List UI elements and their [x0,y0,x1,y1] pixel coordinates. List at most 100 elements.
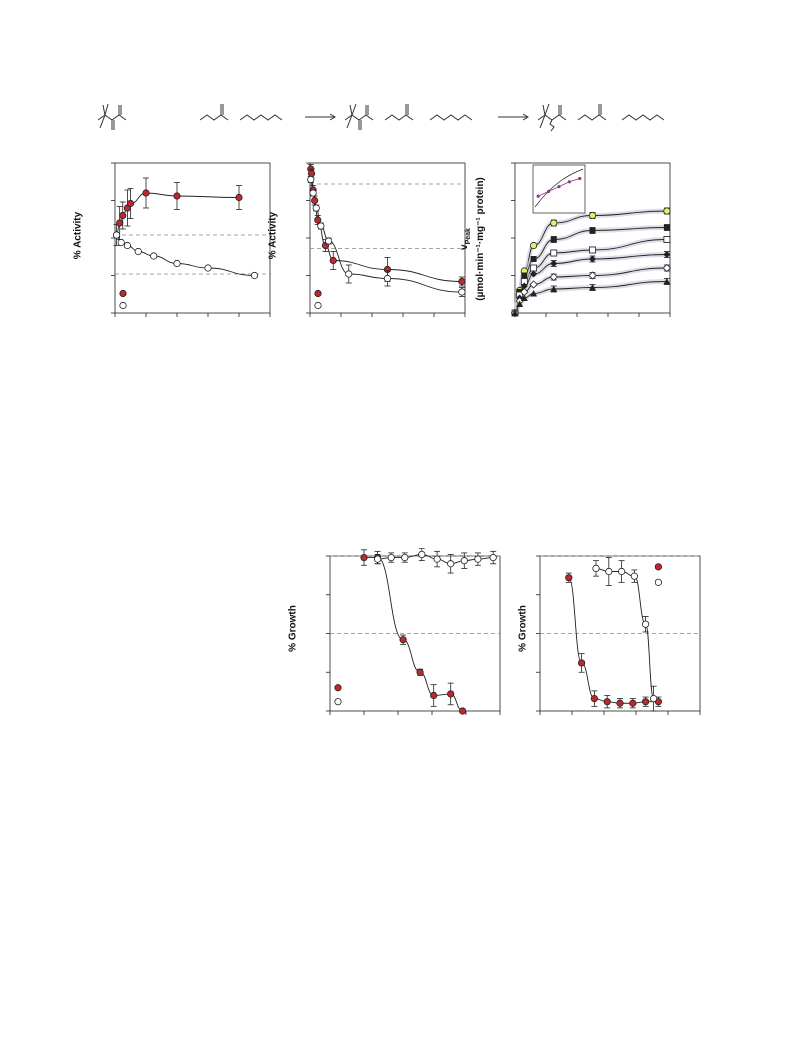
data-point [418,550,426,559]
chart-p2 [306,162,466,317]
series-group [565,572,662,709]
data-point [642,698,650,706]
data-point [650,695,658,703]
data-point [663,224,670,231]
compound-4-structure [537,103,665,132]
data-point [578,659,586,667]
data-point [173,192,181,200]
data-point [399,636,407,644]
fit-curve [116,234,255,276]
data-point [387,553,395,562]
data-point [334,684,342,692]
data-point [345,270,353,278]
data-point [520,294,528,301]
data-point [314,301,322,310]
compound-3-structure [344,103,473,130]
data-point [642,620,650,628]
data-point [119,211,127,220]
chart-p4 [326,548,501,715]
data-point [474,555,482,563]
series-group [374,548,497,574]
series-group [511,278,671,316]
chart-p5 [536,555,701,715]
data-point [663,251,671,258]
data-point [430,691,438,700]
reaction-arrow [498,113,529,121]
inset-data-point [567,180,571,184]
data-point [374,555,382,563]
data-point [383,274,392,283]
data-point [663,207,671,215]
inset-data-point [536,194,540,198]
data-point [433,555,441,563]
data-point [520,282,528,290]
inset-curve [534,168,584,208]
data-point [329,256,337,265]
data-point [360,553,368,562]
inset-frame [532,164,586,214]
data-point [589,255,596,263]
inset-data-point [557,185,561,189]
data-point [516,300,524,307]
data-point [150,252,158,260]
data-point [401,553,409,562]
data-point [630,572,638,580]
inset-data-point [547,189,551,193]
data-point [618,567,626,576]
chart-panel-3: vPeak (µmol·min⁻¹·mg⁻¹ protein) [455,155,680,330]
data-point [588,211,597,220]
chart-panel-1: % Activity [60,155,280,330]
data-point [589,284,596,291]
fit-curve [568,577,659,704]
data-point [663,236,671,243]
data-point [590,695,599,703]
data-point [317,222,325,230]
data-point [447,560,455,568]
data-point [314,216,322,224]
data-point [142,189,150,197]
data-point [204,264,212,272]
data-point [235,193,243,202]
data-point [565,574,573,582]
data-point [589,227,596,234]
data-point [511,309,519,316]
compound-2-structure [199,104,283,121]
compound-1-structure [97,103,127,130]
reaction-arrow [305,113,336,121]
data-point [550,219,558,227]
data-point [592,564,600,572]
data-point [550,236,557,243]
series-group [592,557,658,712]
data-point [126,199,135,208]
data-point [314,289,322,298]
data-point [307,175,315,184]
data-point [458,288,466,296]
data-point [530,264,537,272]
data-point [173,259,181,268]
data-point [616,699,624,707]
data-point [117,238,125,247]
fit-curve [364,557,463,712]
data-point [123,241,132,250]
data-point [459,707,467,715]
data-point [325,237,333,245]
data-point [530,290,538,297]
series-group [307,175,466,297]
data-point [530,241,538,250]
data-point [550,285,558,292]
data-point [663,278,671,285]
inset-data-point [578,176,582,181]
series-group [112,231,259,280]
series-group [360,549,467,715]
data-point [550,249,558,257]
data-point [605,567,613,576]
data-point [119,289,127,298]
data-point [654,578,662,586]
series-group [307,164,466,287]
plot-frame [114,162,271,314]
data-point [312,204,320,212]
data-point [309,189,317,197]
chart-panel-2: % Activity [255,155,475,330]
data-point [311,196,319,205]
chart-p1 [111,162,271,317]
